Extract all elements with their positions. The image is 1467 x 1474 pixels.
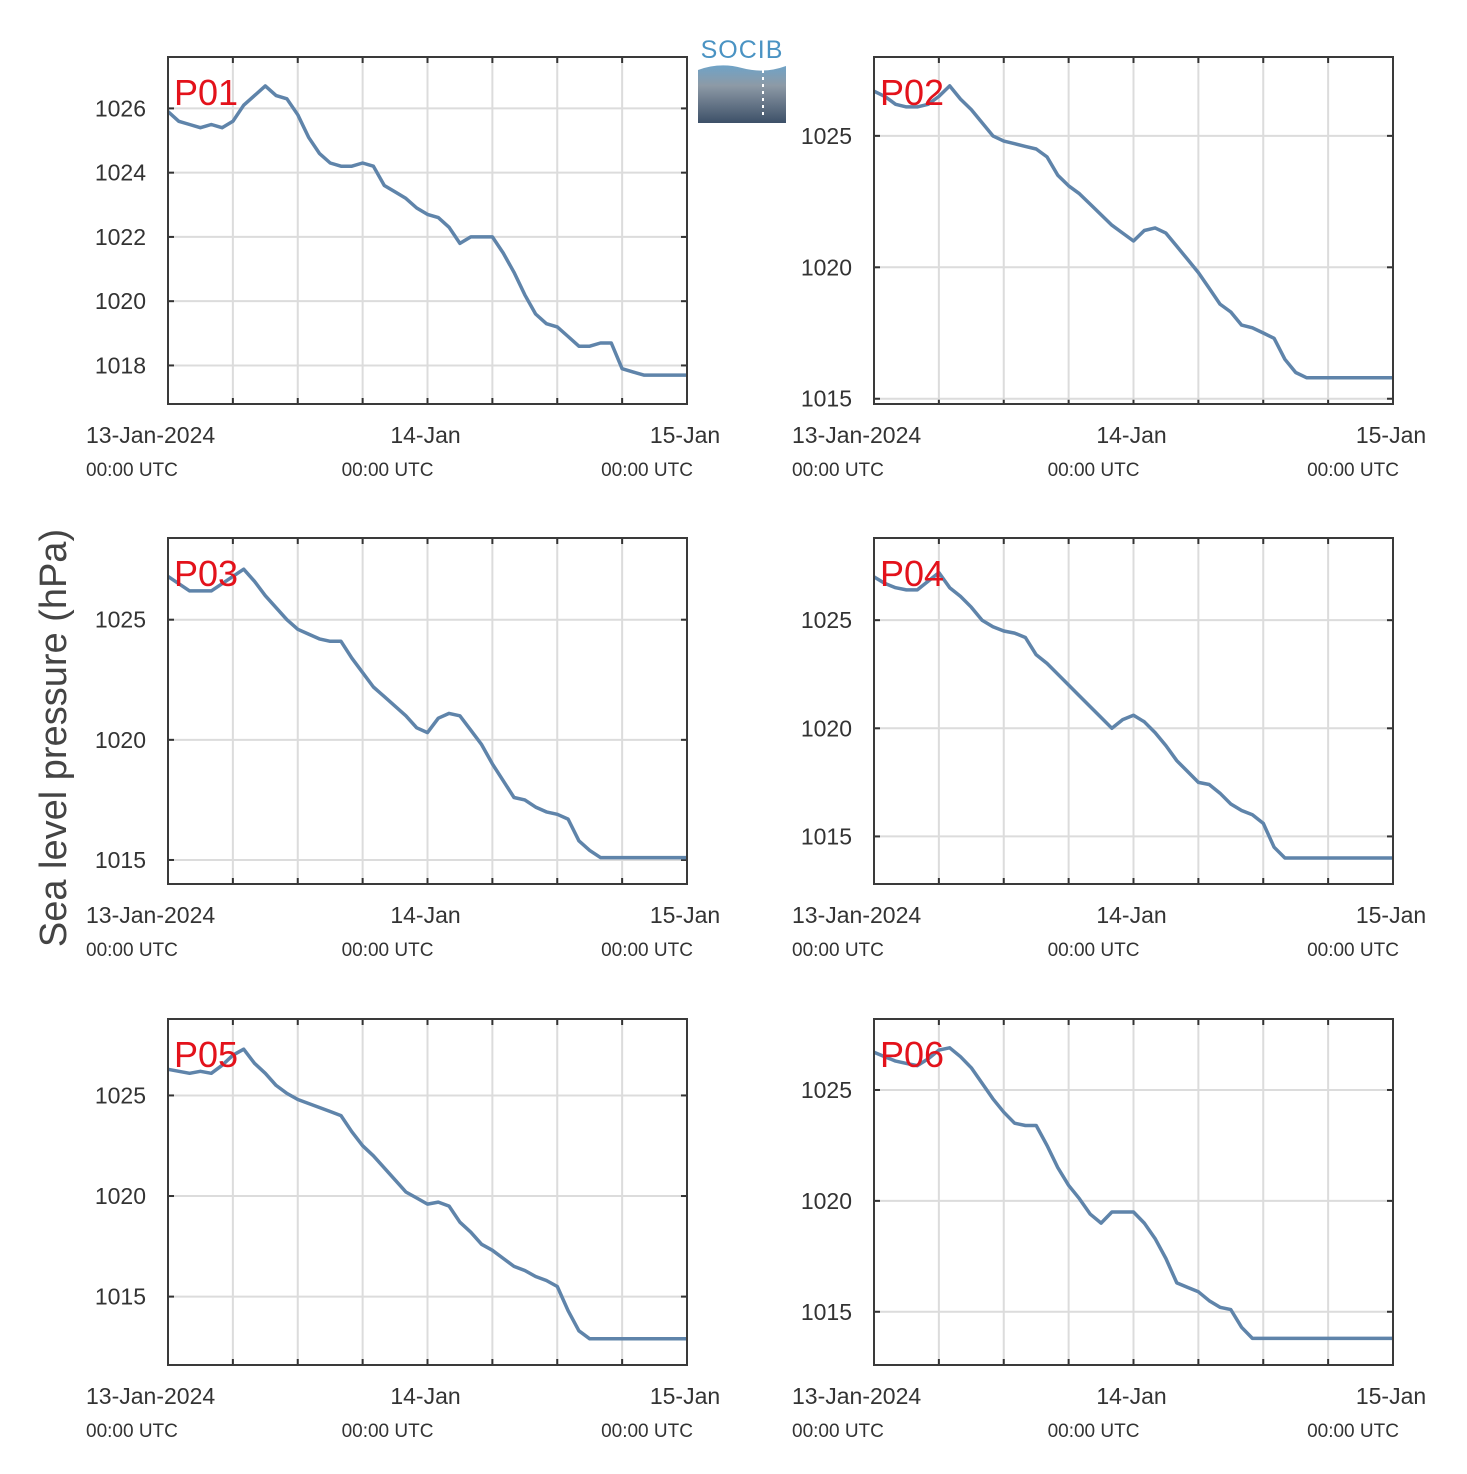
y-tick-label: 1026 (95, 95, 146, 121)
socib-logo: SOCIB (698, 36, 786, 123)
y-tick-label: 1015 (801, 386, 852, 412)
y-tick-label: 1020 (95, 727, 146, 753)
x-tick-sublabel: 00:00 UTC (792, 460, 884, 481)
y-tick-label: 1020 (801, 254, 852, 280)
x-tick-sublabel: 00:00 UTC (342, 1421, 434, 1442)
panel-p02: 1015 1020 1025 P02 13-Jan-2024 00:00 UTC 14-Ja… (792, 56, 1426, 481)
x-tick-label: 14-Jan (1096, 902, 1166, 928)
x-tick-label: 14-Jan (390, 902, 460, 928)
y-tick-label: 1020 (95, 1183, 146, 1209)
plot-frame (167, 56, 688, 405)
y-tick-label: 1018 (95, 352, 146, 378)
x-tick-label: 14-Jan (390, 422, 460, 448)
x-tick-label: 15-Jan (650, 902, 720, 928)
x-tick-label: 13-Jan-2024 (792, 422, 921, 448)
socib-logo-text: SOCIB (701, 36, 784, 64)
x-tick-sublabel: 00:00 UTC (86, 1421, 178, 1442)
y-tick-label: 1015 (801, 1299, 852, 1325)
y-axis-label: Sea level pressure (hPa) (33, 529, 75, 947)
panel-label: P01 (174, 72, 238, 113)
x-tick-label: 14-Jan (1096, 422, 1166, 448)
pressure-series-line (873, 570, 1393, 860)
x-tick-sublabel: 00:00 UTC (601, 460, 693, 481)
x-tick-label: 15-Jan (1356, 422, 1426, 448)
y-tick-label: 1025 (801, 123, 852, 149)
x-tick-label: 14-Jan (390, 1383, 460, 1409)
x-tick-label: 15-Jan (650, 1383, 720, 1409)
pressure-series-line (167, 567, 687, 860)
x-tick-label: 13-Jan-2024 (86, 1383, 215, 1409)
y-tick-label: 1020 (95, 288, 146, 314)
panel-label: P05 (174, 1034, 238, 1075)
plot-frame (873, 1018, 1394, 1366)
x-tick-sublabel: 00:00 UTC (342, 940, 434, 961)
plot-frame (167, 1018, 688, 1366)
x-tick-label: 13-Jan-2024 (86, 422, 215, 448)
panel-label: P03 (174, 553, 238, 594)
pressure-series-line (873, 84, 1393, 380)
x-tick-sublabel: 00:00 UTC (342, 460, 434, 481)
panel-p04: 1015 1020 1025 P04 13-Jan-2024 00:00 UTC 14-Ja… (792, 537, 1426, 961)
panel-label: P02 (880, 72, 944, 113)
y-tick-label: 1020 (801, 715, 852, 741)
y-tick-label: 1015 (801, 823, 852, 849)
x-tick-sublabel: 00:00 UTC (86, 940, 178, 961)
x-tick-label: 13-Jan-2024 (86, 902, 215, 928)
x-tick-label: 14-Jan (1096, 1383, 1166, 1409)
x-tick-sublabel: 00:00 UTC (86, 460, 178, 481)
y-tick-label: 1025 (95, 607, 146, 633)
y-tick-label: 1025 (801, 1077, 852, 1103)
x-tick-sublabel: 00:00 UTC (1307, 460, 1399, 481)
y-tick-label: 1022 (95, 224, 146, 250)
x-tick-sublabel: 00:00 UTC (792, 940, 884, 961)
x-tick-sublabel: 00:00 UTC (1048, 1421, 1140, 1442)
y-tick-label: 1024 (95, 160, 146, 186)
y-tick-label: 1015 (95, 847, 146, 873)
panel-label: P04 (880, 553, 944, 594)
y-tick-label: 1020 (801, 1188, 852, 1214)
x-tick-label: 15-Jan (1356, 902, 1426, 928)
x-tick-sublabel: 00:00 UTC (1048, 460, 1140, 481)
y-tick-label: 1025 (95, 1082, 146, 1108)
plot-frame (167, 537, 688, 885)
x-tick-label: 15-Jan (1356, 1383, 1426, 1409)
plot-frame (873, 56, 1394, 405)
pressure-series-line (873, 1046, 1393, 1341)
y-tick-label: 1025 (801, 607, 852, 633)
x-tick-label: 13-Jan-2024 (792, 1383, 921, 1409)
x-tick-sublabel: 00:00 UTC (601, 940, 693, 961)
x-tick-sublabel: 00:00 UTC (1307, 940, 1399, 961)
plot-frame (873, 537, 1394, 885)
y-tick-label: 1015 (95, 1284, 146, 1310)
panel-p01: 1018 1020 1022 1024 1026 P01 13-Jan-2024 00:00 … (86, 56, 720, 481)
x-tick-label: 13-Jan-2024 (792, 902, 921, 928)
panel-label: P06 (880, 1034, 944, 1075)
panel-p05: 1015 1020 1025 P05 13-Jan-2024 00:00 UTC 14-Ja… (86, 1018, 720, 1442)
x-tick-sublabel: 00:00 UTC (792, 1421, 884, 1442)
x-tick-sublabel: 00:00 UTC (1307, 1421, 1399, 1442)
x-tick-sublabel: 00:00 UTC (1048, 940, 1140, 961)
pressure-series-line (166, 84, 687, 377)
x-tick-label: 15-Jan (650, 422, 720, 448)
pressure-series-line (167, 1047, 687, 1341)
panel-p06: 1015 1020 1025 P06 13-Jan-2024 00:00 UTC 14-Ja… (792, 1018, 1426, 1442)
x-tick-sublabel: 00:00 UTC (601, 1421, 693, 1442)
panel-p03: 1015 1020 1025 P03 13-Jan-2024 00:00 UTC 14-Ja… (86, 537, 720, 961)
